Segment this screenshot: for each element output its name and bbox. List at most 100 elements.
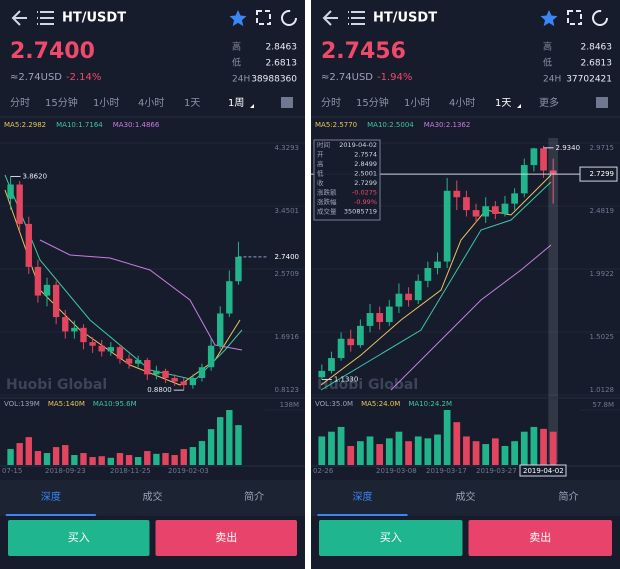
candle-body xyxy=(162,370,169,378)
y-tick-label: 0.8123 xyxy=(275,386,300,394)
period-tab[interactable]: 4小时 xyxy=(449,97,475,109)
bottom-tab[interactable]: 成交 xyxy=(456,490,476,503)
period-tab[interactable]: 1小时 xyxy=(404,97,430,109)
bottom-tab[interactable]: 简介 xyxy=(559,490,579,503)
fullscreen-icon[interactable] xyxy=(256,10,271,25)
candle-body xyxy=(328,358,335,371)
y-tick-label: 2.9715 xyxy=(590,144,615,152)
background xyxy=(0,0,305,569)
volume-bar xyxy=(337,426,345,465)
volume-bar xyxy=(385,438,393,465)
star-icon[interactable] xyxy=(540,10,558,27)
tooltip-value: 2.8499 xyxy=(354,160,377,168)
bottom-tab-bar xyxy=(0,480,305,516)
volume-legend: MA10:24.2M xyxy=(408,400,452,408)
y-tick-label: 1.5025 xyxy=(590,333,615,341)
sell-label: 卖出 xyxy=(215,530,237,544)
stat-value: 2.6813 xyxy=(581,59,613,69)
sell-button[interactable] xyxy=(155,520,298,556)
volume-bar xyxy=(89,457,96,465)
volume-bar xyxy=(395,431,403,465)
stat-value: 37702421 xyxy=(566,75,612,85)
settings-icon[interactable] xyxy=(281,97,293,108)
candle-body xyxy=(52,284,60,318)
period-tab[interactable]: 1周 xyxy=(228,97,244,109)
menu-icon[interactable] xyxy=(348,11,365,25)
bottom-tab[interactable]: 深度 xyxy=(41,490,61,503)
volume-bar xyxy=(376,444,384,465)
ma-legend: MA30:2.1362 xyxy=(424,121,471,129)
volume-bar xyxy=(482,444,490,465)
candle-body xyxy=(443,190,451,262)
buy-label: 买入 xyxy=(380,531,402,544)
fullscreen-icon[interactable] xyxy=(567,10,582,25)
volume-bar xyxy=(16,443,23,465)
volume-bar xyxy=(107,457,115,465)
candle-body xyxy=(376,313,384,323)
refresh-icon[interactable] xyxy=(592,10,608,26)
period-tab[interactable]: 15分钟 xyxy=(356,96,389,109)
sell-button[interactable] xyxy=(468,520,613,556)
ma-line xyxy=(390,244,552,391)
volume-bar xyxy=(34,451,42,465)
ma-legend: MA5:2.5770 xyxy=(315,121,357,129)
usd-price: ≈2.74USD xyxy=(10,72,62,83)
settings-icon[interactable] xyxy=(596,97,608,108)
candle-body xyxy=(337,338,345,359)
candle-body xyxy=(62,317,69,332)
bottom-tab[interactable]: 深度 xyxy=(353,490,373,503)
tooltip-value: -0.99% xyxy=(354,198,377,206)
candle-body xyxy=(434,261,441,268)
star-icon[interactable] xyxy=(229,10,247,27)
date-label: 2018-11-25 xyxy=(110,467,151,475)
candle-body xyxy=(453,190,461,198)
period-tab[interactable]: 分时 xyxy=(321,97,341,109)
period-tab[interactable]: 4小时 xyxy=(138,97,164,109)
refresh-icon[interactable] xyxy=(281,10,297,26)
tab-caret xyxy=(250,104,254,108)
ma-line xyxy=(320,181,552,391)
period-tab[interactable]: 1天 xyxy=(184,98,200,109)
period-tab[interactable]: 15分钟 xyxy=(45,96,78,109)
period-tab[interactable]: 1天 xyxy=(495,98,511,109)
volume-bar xyxy=(405,441,412,465)
volume-bar xyxy=(540,428,547,465)
buy-button[interactable] xyxy=(8,520,150,556)
low-label: 1.1330 xyxy=(334,376,359,384)
bottom-tab[interactable]: 简介 xyxy=(244,490,264,503)
candle-body xyxy=(116,347,124,359)
tooltip-box xyxy=(313,139,381,221)
y-tick-label: 3.4501 xyxy=(275,207,300,215)
tooltip-label: 时间 xyxy=(317,140,330,149)
candle-body xyxy=(189,377,197,386)
low-label: 0.8800 xyxy=(147,386,172,394)
candle-body xyxy=(357,325,364,346)
candle-body xyxy=(424,267,432,281)
candle-body xyxy=(405,293,412,301)
volume-bar xyxy=(434,434,441,465)
period-tab[interactable]: 更多 xyxy=(539,96,559,109)
period-tab[interactable]: 分时 xyxy=(10,97,30,109)
back-icon[interactable] xyxy=(11,10,27,26)
bottom-tab[interactable]: 成交 xyxy=(143,490,163,503)
volume-tick-label: 57.8M xyxy=(592,401,614,409)
menu-icon[interactable] xyxy=(37,11,54,25)
candle-body xyxy=(491,206,499,214)
candle-body xyxy=(463,197,470,211)
buy-label: 买入 xyxy=(68,531,90,544)
crosshair-band xyxy=(548,138,558,463)
candle-body xyxy=(144,360,151,375)
usd-price: ≈2.74USD xyxy=(321,72,373,83)
buy-button[interactable] xyxy=(319,520,463,556)
tooltip-value: 2.5001 xyxy=(354,170,377,178)
volume-bar xyxy=(226,410,233,465)
period-tab[interactable]: 1小时 xyxy=(93,97,119,109)
candle-body xyxy=(7,184,14,199)
stat-value: 2.8463 xyxy=(581,43,613,53)
volume-bar xyxy=(414,436,422,465)
ma-legend: MA10:2.5004 xyxy=(367,121,414,129)
back-icon[interactable] xyxy=(322,10,338,26)
last-price-label: 2.7400 xyxy=(275,253,300,261)
tooltip-label: 收 xyxy=(317,178,324,187)
